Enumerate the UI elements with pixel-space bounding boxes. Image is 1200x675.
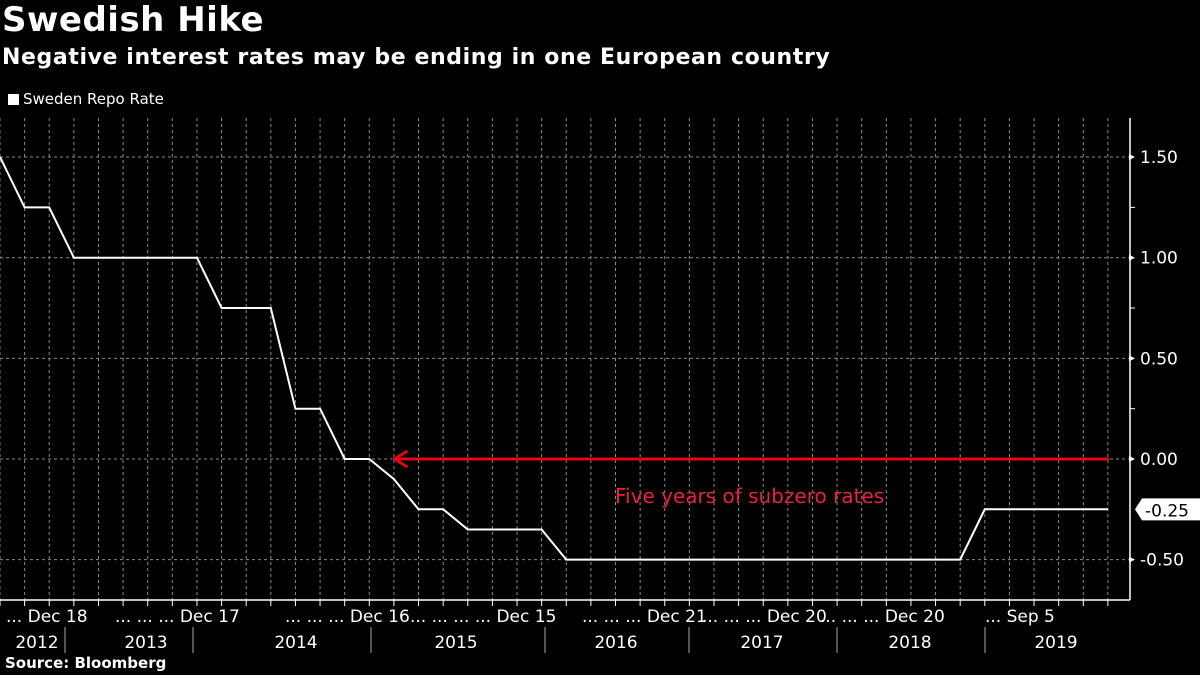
chart-title: Swedish Hike — [2, 0, 265, 40]
last-value-label: -0.25 — [1145, 501, 1189, 521]
legend: Sweden Repo Rate — [8, 90, 164, 108]
x-year-label: 2017 — [740, 633, 783, 653]
x-tick-label: ... ... ... Dec 17 — [115, 607, 240, 627]
y-tick-label: -0.50 — [1140, 551, 1184, 571]
source-note: Source: Bloomberg — [5, 654, 167, 672]
annotation-text: Five years of subzero rates — [615, 484, 884, 508]
x-year-label: 2012 — [15, 633, 58, 653]
series — [0, 156, 1108, 561]
annotation-arrow-head — [391, 449, 409, 469]
x-axis-labels: ... Dec 18 ... ... ... Dec 17 ... ... ... … — [6, 607, 1078, 653]
x-tick-label: ... ... ... Dec 20 — [820, 607, 945, 627]
legend-swatch — [8, 93, 19, 105]
grid — [0, 118, 1130, 600]
chart-subtitle: Negative interest rates may be ending in… — [2, 45, 831, 70]
x-year-label: 2016 — [594, 633, 637, 653]
annotations: Five years of subzero rates — [391, 449, 1109, 508]
x-tick-label: ... ... ... ... Dec 15 — [410, 607, 556, 627]
y-tick-label: 0.00 — [1140, 450, 1178, 470]
axes: -0.25 — [0, 118, 1200, 606]
x-year-label: 2019 — [1034, 633, 1077, 653]
x-tick-label: ... ... ... Dec 16 — [285, 607, 410, 627]
x-tick-label: ... ... ... Dec 21 — [582, 607, 707, 627]
x-tick-label: ... ... ... Dec 20 — [702, 607, 827, 627]
x-tick-label: ... Sep 5 — [985, 607, 1055, 627]
x-year-label: 2018 — [888, 633, 931, 653]
x-year-label: 2015 — [434, 633, 477, 653]
legend-label: Sweden Repo Rate — [23, 90, 164, 108]
series-line-sweden-repo-rate — [0, 156, 1108, 561]
x-tick-label: ... Dec 18 — [6, 607, 88, 627]
last-value-tag — [1135, 498, 1200, 521]
y-tick-label: 1.50 — [1140, 148, 1178, 168]
x-year-label: 2013 — [124, 633, 167, 653]
y-tick-label: 1.00 — [1140, 249, 1178, 269]
y-axis-labels: 1.50 1.00 0.50 0.00 -0.50 — [1140, 148, 1184, 571]
y-tick-label: 0.50 — [1140, 349, 1178, 369]
x-year-label: 2014 — [274, 633, 317, 653]
